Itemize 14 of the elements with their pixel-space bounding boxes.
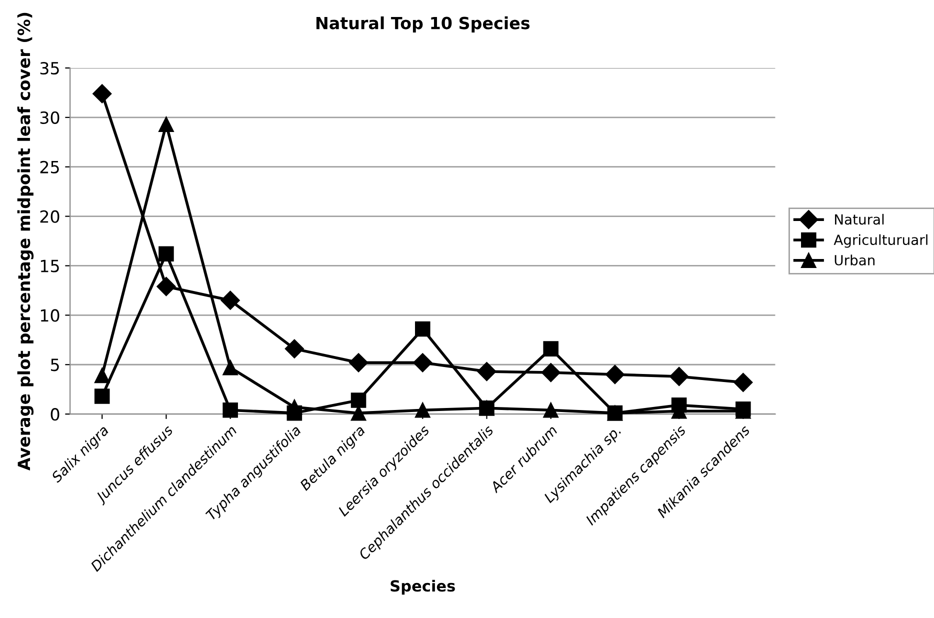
chart-title: Natural Top 10 Species xyxy=(316,16,530,33)
y-tick-label: 30 xyxy=(40,111,60,124)
y-tick-label: 10 xyxy=(40,309,60,322)
y-tick-label: 20 xyxy=(40,210,60,223)
y-tick-label: 35 xyxy=(40,62,59,75)
y-tick-label: 5 xyxy=(51,358,59,372)
legend-label: Natural xyxy=(835,214,884,225)
x-axis-title: Species xyxy=(390,580,455,595)
y-tick-label: 15 xyxy=(40,260,59,272)
y-tick-label: 0 xyxy=(50,408,60,421)
legend-label: Urban xyxy=(834,254,874,266)
y-tick-label: 25 xyxy=(40,160,59,174)
legend-label: Agriculturuarl xyxy=(834,234,928,248)
y-axis-title: Average plot percentage midpoint leaf cover (%) xyxy=(17,12,34,470)
